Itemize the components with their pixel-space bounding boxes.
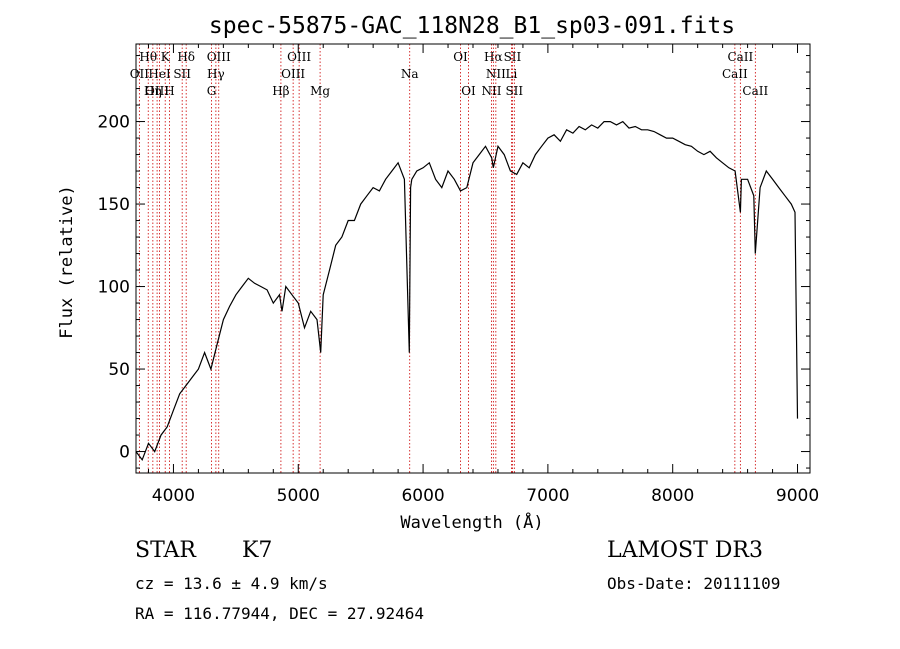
spectral-line-label: NII — [486, 67, 506, 81]
spectral-line-label: SII — [173, 67, 191, 81]
spectral-line-label: OIII — [145, 84, 169, 98]
spectral-line-label: Hα — [484, 50, 503, 64]
survey-name: LAMOST DR3 — [607, 538, 763, 563]
y-tick-label: 100 — [98, 278, 130, 298]
spectral-line-label: OI — [453, 50, 468, 64]
y-tick-label: 150 — [98, 195, 130, 215]
axes-layer — [135, 43, 811, 474]
spectral-line-label: Hβ — [272, 84, 289, 98]
spectral-line-label: H — [164, 84, 174, 98]
x-tick-label: 5000 — [277, 486, 320, 506]
spectral-line-label: G — [207, 84, 217, 98]
spectral-line-label: Na — [401, 67, 419, 81]
spectral-line-label: Mg — [310, 84, 330, 98]
spectral-line-label: OIII — [287, 50, 311, 64]
y-tick-label: 0 — [119, 443, 130, 463]
spectral-line-label: CaII — [722, 67, 748, 81]
spectral-line-label: Hγ — [207, 67, 225, 81]
spectrum-line — [135, 120, 799, 462]
spectral-line-label: OII — [130, 67, 150, 81]
spectral-line-label: CaII — [727, 50, 753, 64]
spectral-line-label: OI — [461, 84, 476, 98]
spectral-line-label: Hθ — [139, 50, 157, 64]
x-tick-label: 6000 — [401, 486, 444, 506]
y-tick-label: 200 — [98, 113, 130, 133]
x-tick-label: 4000 — [152, 486, 195, 506]
spectral-line-label: SII — [504, 50, 522, 64]
spectral-line-label: SII — [505, 84, 523, 98]
spectral-line-label: Hδ — [177, 50, 195, 64]
x-tick-label: 7000 — [526, 486, 569, 506]
obs-date: Obs-Date: 20111109 — [607, 574, 781, 593]
spectral-line-label: CaII — [742, 84, 768, 98]
spectral-line-label: K — [161, 50, 171, 64]
spectral-line-label: NII — [481, 84, 501, 98]
plot-frame — [135, 43, 811, 474]
chart-title: spec-55875-GAC_118N28_B1_sp03-091.fits — [209, 13, 735, 39]
spectral-line-label: HeI — [148, 67, 171, 81]
spectral-line-label: OIII — [281, 67, 305, 81]
object-type: STAR — [135, 538, 196, 563]
spectral-line-label: OIII — [207, 50, 231, 64]
series-layer — [135, 120, 799, 462]
x-tick-label: 8000 — [651, 486, 694, 506]
ticks-layer: 4000 5000 6000 7000 8000 9000 0 50 100 150 200 — [98, 44, 819, 506]
spectral-line-label: Hη — [144, 84, 162, 98]
y-tick-label: 50 — [108, 360, 130, 380]
redshift-text: cz = 13.6 ± 4.9 km/s — [135, 574, 328, 593]
spectral-line-label: Li — [506, 67, 518, 81]
x-axis-label: Wavelength (Å) — [400, 511, 543, 533]
object-subclass: K7 — [242, 538, 273, 563]
y-axis-label: Flux (relative) — [57, 185, 77, 339]
x-tick-label: 9000 — [776, 486, 819, 506]
coordinates-text: RA = 116.77944, DEC = 27.92464 — [135, 604, 424, 623]
